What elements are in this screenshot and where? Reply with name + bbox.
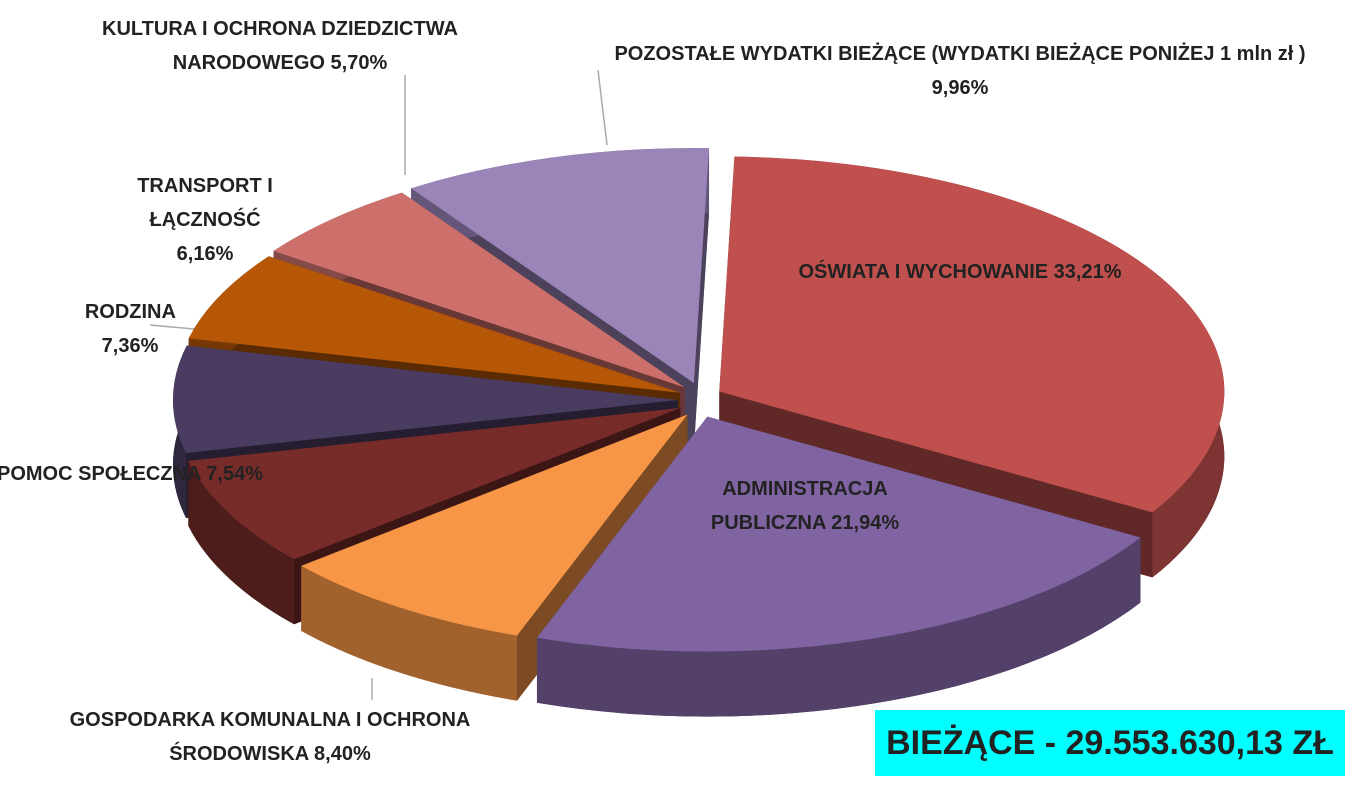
- value-label: 7,54%: [206, 463, 263, 485]
- category-name: GOSPODARKA KOMUNALNA I OCHRONA ŚRODOWISK…: [69, 709, 471, 765]
- category-name: KULTURA I OCHRONA DZIEDZICTWA NARODOWEGO: [102, 18, 458, 74]
- slice-label: POZOSTAŁE WYDATKI BIEŻĄCE (WYDATKI BIEŻĄ…: [600, 37, 1320, 105]
- slice-wall: [188, 460, 295, 625]
- slice: [173, 345, 679, 453]
- slice-label: OŚWIATA I WYCHOWANIE 33,21%: [730, 255, 1190, 289]
- slice-label: GOSPODARKA KOMUNALNA I OCHRONA ŚRODOWISK…: [50, 703, 490, 771]
- value-label: 5,70%: [330, 52, 388, 74]
- category-name: TRANSPORT I ŁĄCZNOŚĆ: [137, 175, 273, 231]
- total-annotation: BIEŻĄCE - 29.553.630,13 ZŁ: [875, 710, 1345, 776]
- category-name: OŚWIATA I WYCHOWANIE: [798, 261, 1049, 283]
- slice-label: KULTURA I OCHRONA DZIEDZICTWA NARODOWEGO…: [100, 12, 460, 80]
- leader-line: [597, 69, 608, 146]
- category-name: ADMINISTRACJA PUBLICZNA: [710, 478, 888, 534]
- value-label: 9,96%: [931, 77, 989, 99]
- slice: [273, 192, 685, 388]
- leader-lines: [149, 69, 608, 700]
- slice-side: [693, 148, 710, 449]
- slice-label: ADMINISTRACJA PUBLICZNA 21,94%: [675, 472, 935, 540]
- value-label: 8,40%: [314, 743, 371, 765]
- category-name: POMOC SPOŁECZNA: [0, 463, 201, 485]
- slice-label: TRANSPORT I ŁĄCZNOŚĆ 6,16%: [120, 169, 290, 271]
- value-label: 6,16%: [176, 243, 234, 265]
- slice: [411, 148, 710, 384]
- slice: [188, 407, 681, 560]
- slice: [188, 256, 680, 393]
- value-label: 7,36%: [101, 335, 159, 357]
- slice: [301, 414, 688, 636]
- slice-wall: [301, 565, 518, 701]
- value-label: 21,94%: [831, 512, 900, 534]
- value-label: 33,21%: [1053, 261, 1122, 283]
- category-name: POZOSTAŁE WYDATKI BIEŻĄCE (WYDATKI BIEŻĄ…: [614, 43, 1306, 65]
- category-name: RODZINA: [84, 301, 176, 323]
- slice-label: POMOC SPOŁECZNA 7,54%: [0, 457, 270, 491]
- slice: [719, 156, 1225, 513]
- slice-wall: [536, 537, 1141, 717]
- slice: [536, 416, 1141, 652]
- slice-label: RODZINA 7,36%: [65, 295, 195, 363]
